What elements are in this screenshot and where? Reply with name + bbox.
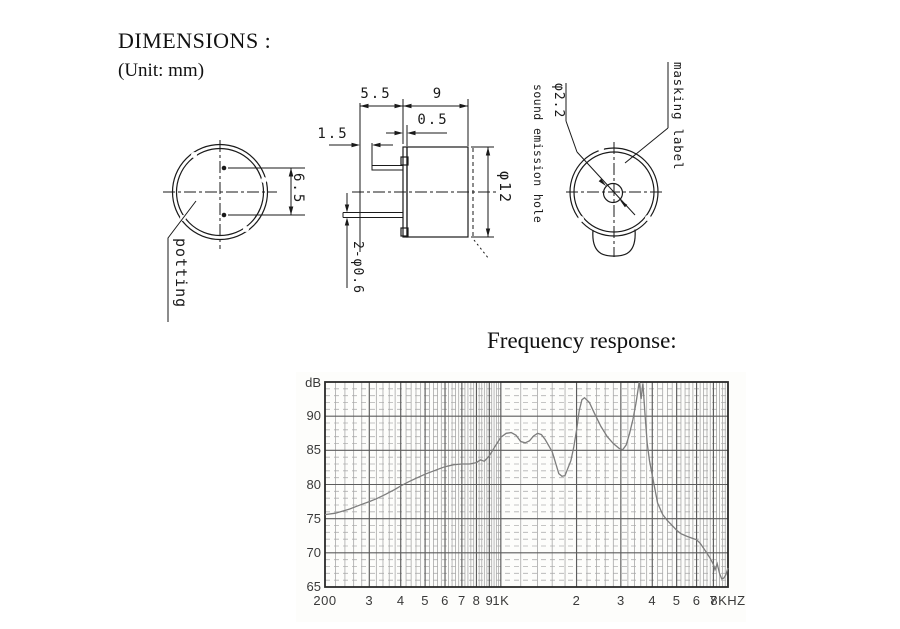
potting-label: potting bbox=[172, 238, 190, 309]
dim-pin-length: 5.5 bbox=[360, 86, 392, 102]
side-view-drawing bbox=[329, 99, 497, 288]
x-tick-label: 2 bbox=[572, 593, 581, 608]
x-tick-label: 4 bbox=[396, 593, 405, 608]
potting-leader bbox=[167, 200, 197, 322]
masking-label-text: masking label bbox=[671, 62, 686, 171]
page-title: DIMENSIONS : bbox=[118, 28, 272, 53]
x-tick-label: 3 bbox=[365, 593, 374, 608]
dim-body-depth: 9 bbox=[432, 86, 442, 102]
unit-note: (Unit: mm) bbox=[118, 60, 205, 81]
y-tick-label: 65 bbox=[306, 579, 321, 594]
dim-hole-diameter: φ2.2 bbox=[551, 83, 566, 119]
pin-dot bbox=[221, 165, 227, 171]
frequency-response-title: Frequency response: bbox=[487, 328, 677, 353]
dim-pin-spacing: 6.5 bbox=[290, 173, 306, 205]
y-tick-label: 75 bbox=[306, 510, 321, 526]
x-tick-label: 6 bbox=[441, 593, 449, 608]
x-tick-label: 6 bbox=[692, 593, 701, 608]
x-tick-label: 8 bbox=[472, 593, 481, 608]
x-tick-label: 4 bbox=[648, 593, 657, 608]
x-tick-label: 5 bbox=[421, 593, 429, 608]
y-tick-label: 80 bbox=[306, 476, 321, 492]
x-tick-label: 8KHZ bbox=[710, 593, 746, 608]
y-tick-label: 70 bbox=[306, 544, 321, 560]
bottom-view-drawing bbox=[163, 140, 305, 322]
dim-pin-diameter: 2-φ0.6 bbox=[350, 241, 365, 294]
x-tick-label: 5 bbox=[672, 593, 681, 608]
x-tick-label: 7 bbox=[457, 593, 466, 608]
y-tick-label: 85 bbox=[306, 442, 321, 458]
x-tick-label: 1K bbox=[492, 593, 510, 608]
frequency-response-plot bbox=[324, 381, 729, 588]
y-tick-label: 90 bbox=[306, 408, 321, 424]
sound-emission-hole-label: sound emission hole bbox=[531, 84, 545, 224]
dim-flange-thickness: 0.5 bbox=[417, 112, 449, 128]
x-tick-label: 200 bbox=[313, 593, 337, 608]
frequency-response-curve bbox=[324, 381, 729, 580]
pin-dot bbox=[221, 212, 227, 218]
x-tick-label: 3 bbox=[616, 593, 625, 608]
frequency-response-chart: dB 90 85 80 75 70 65 200 3 4 5 6 7 8 9 1K 2 3 4 5 6 7 8KHZ bbox=[296, 372, 746, 622]
dim-body-diameter: φ12 bbox=[496, 171, 514, 205]
x-tick-label: 9 bbox=[485, 593, 494, 608]
sound-emission-hole bbox=[602, 182, 624, 204]
top-view-drawing bbox=[565, 62, 669, 257]
x-tick-label: 7 bbox=[709, 593, 718, 608]
y-axis-label: dB bbox=[305, 375, 321, 390]
dim-pin-offset: 1.5 bbox=[317, 126, 349, 142]
